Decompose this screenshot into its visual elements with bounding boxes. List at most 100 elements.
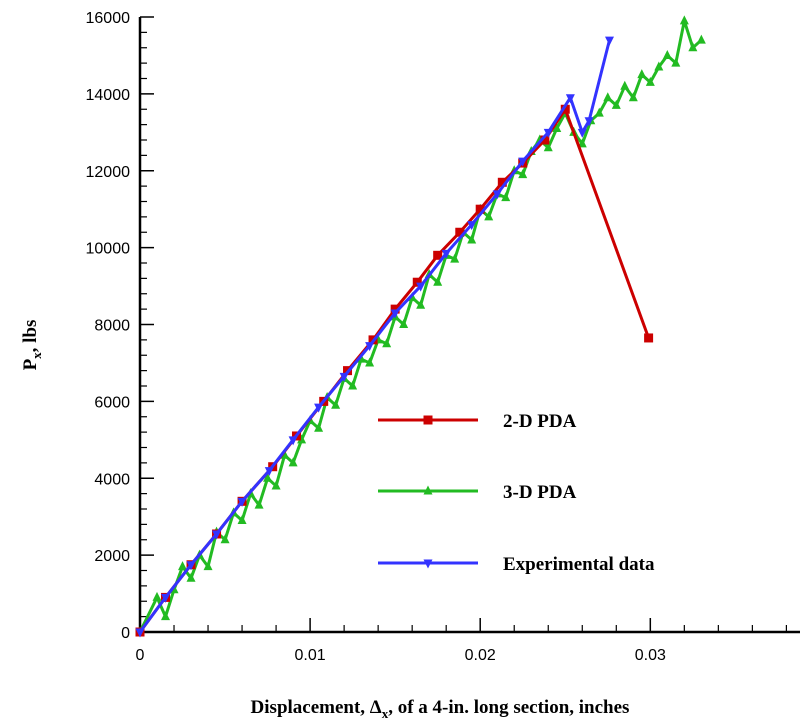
data-point-triangle-up: [645, 76, 655, 86]
data-point-square: [423, 415, 433, 425]
legend-entry: 3-D PDA: [378, 482, 577, 503]
data-point-triangle-down: [467, 221, 477, 231]
data-point-triangle-up: [254, 499, 264, 509]
legend-label: 2-D PDA: [503, 411, 577, 432]
x-tick-label: 0: [136, 647, 145, 664]
data-point-triangle-up: [178, 561, 188, 571]
data-point-triangle-up: [416, 299, 426, 309]
data-point-triangle-down: [135, 628, 145, 638]
series-layer: [135, 15, 706, 638]
legend-entry: 2-D PDA: [378, 411, 577, 432]
data-point-triangle-up: [297, 434, 307, 444]
data-point-triangle-up: [688, 42, 698, 52]
data-point-triangle-up: [671, 57, 681, 67]
data-point-triangle-down: [441, 249, 451, 259]
data-point-triangle-up: [518, 169, 528, 179]
data-point-triangle-down: [416, 282, 426, 292]
data-point-triangle-up: [331, 399, 341, 409]
series-experimental-data: [135, 36, 614, 638]
data-point-triangle-up: [382, 338, 392, 348]
data-point-triangle-down: [423, 559, 433, 569]
data-point-triangle-up: [611, 99, 621, 109]
y-tick-label: 10000: [86, 241, 131, 258]
data-point-triangle-up: [423, 485, 433, 495]
data-point-triangle-down: [390, 309, 400, 319]
data-point-triangle-down: [314, 403, 324, 413]
data-point-triangle-down: [543, 128, 553, 138]
x-axis-title: Displacement, Δx, of a 4-in. long sectio…: [251, 697, 630, 721]
data-point-triangle-up: [552, 122, 562, 132]
data-point-triangle-up: [484, 211, 494, 221]
data-point-triangle-down: [288, 436, 298, 446]
data-point-triangle-up: [679, 15, 689, 25]
y-tick-label: 6000: [94, 394, 130, 411]
data-point-square: [540, 135, 550, 145]
data-point-triangle-up: [501, 192, 511, 202]
x-tick-label: 0.02: [465, 647, 496, 664]
data-point-square: [412, 277, 422, 287]
data-point-square: [455, 227, 465, 237]
y-tick-label: 12000: [86, 164, 131, 181]
data-point-square: [644, 333, 654, 343]
axis-ticks: 0 0.01 0.02 0.03 0 2000 4000 6000 8000 10000 12000…: [86, 10, 787, 664]
data-point-triangle-up: [637, 69, 647, 79]
data-point-triangle-up: [365, 357, 375, 367]
x-tick-label: 0.01: [295, 647, 326, 664]
data-point-triangle-down: [565, 94, 575, 104]
data-point-triangle-up: [271, 480, 281, 490]
data-point-triangle-down: [584, 117, 594, 127]
data-point-triangle-up: [543, 142, 553, 152]
y-tick-label: 8000: [94, 318, 130, 335]
data-point-triangle-down: [212, 530, 222, 540]
y-tick-label: 0: [121, 625, 130, 642]
data-point-triangle-up: [662, 49, 672, 59]
data-point-triangle-up: [620, 80, 630, 90]
data-point-square: [560, 104, 570, 114]
data-point-triangle-up: [654, 61, 664, 71]
data-point-triangle-down: [161, 593, 171, 603]
data-point-square: [390, 304, 400, 314]
data-point-triangle-up: [399, 319, 409, 328]
legend-label: 3-D PDA: [503, 482, 577, 503]
data-point-triangle-up: [348, 380, 358, 390]
data-point-triangle-up: [696, 34, 706, 44]
data-point-triangle-down: [237, 497, 247, 507]
data-point-triangle-up: [628, 92, 638, 102]
y-tick-label: 14000: [86, 87, 131, 104]
data-point-triangle-down: [365, 342, 375, 352]
data-point-triangle-up: [186, 572, 196, 582]
data-point-triangle-up: [577, 138, 587, 148]
data-point-square: [433, 250, 443, 260]
legend: 2-D PDA 3-D PDA Experimental data: [378, 411, 655, 575]
data-point-triangle-up: [314, 422, 324, 432]
data-point-triangle-up: [161, 611, 171, 621]
data-point-triangle-up: [603, 92, 613, 102]
legend-label: Experimental data: [503, 554, 655, 575]
data-point-triangle-up: [152, 591, 162, 601]
y-tick-label: 2000: [94, 548, 130, 565]
y-tick-label: 16000: [86, 10, 131, 27]
axes: [138, 17, 800, 634]
data-point-triangle-up: [450, 253, 460, 263]
data-point-triangle-down: [339, 372, 349, 382]
series-3-d-pda: [135, 15, 706, 636]
data-point-triangle-up: [594, 107, 604, 117]
data-point-triangle-up: [288, 457, 298, 467]
y-tick-label: 4000: [94, 471, 130, 488]
data-point-triangle-up: [467, 234, 477, 244]
data-point-triangle-up: [220, 534, 230, 544]
data-point-triangle-down: [577, 128, 587, 138]
data-point-triangle-up: [263, 472, 273, 482]
data-point-triangle-up: [203, 561, 213, 571]
data-point-triangle-up: [433, 276, 443, 286]
data-point-triangle-down: [518, 157, 528, 167]
data-point-triangle-down: [186, 561, 196, 571]
data-point-triangle-down: [492, 190, 502, 200]
data-point-square: [475, 204, 485, 214]
x-tick-label: 0.03: [635, 647, 666, 664]
data-point-triangle-down: [264, 467, 274, 477]
data-point-triangle-up: [237, 515, 247, 525]
data-point-triangle-down: [604, 36, 614, 46]
data-point-square: [497, 177, 507, 187]
